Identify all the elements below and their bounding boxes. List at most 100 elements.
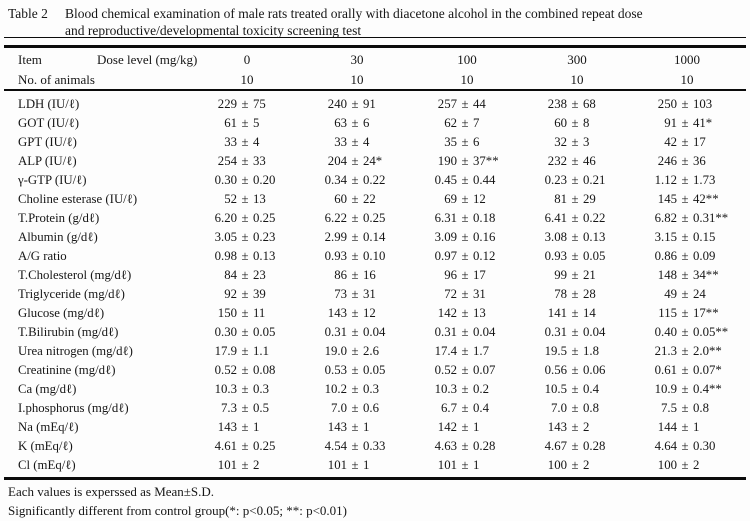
plus-minus-sign: ± (351, 135, 359, 149)
row-item-label: Na (mEq/ℓ) (18, 420, 79, 434)
plus-minus-sign: ± (241, 382, 249, 396)
mean-value: 257 (437, 97, 457, 111)
mean-value: 229 (217, 97, 237, 111)
sd-value: 39 (253, 287, 266, 301)
table-row: T.Protein (g/dℓ) 6.20 ±0.25 6.22 ±0.25 6.31 ±0… (10, 209, 742, 228)
mean-value: 143 (327, 420, 347, 434)
mean-value: 0.86 (654, 249, 677, 263)
plus-minus-sign: ± (241, 344, 249, 358)
sd-value: 2 (583, 458, 590, 472)
mean-value: 10.3 (214, 382, 237, 396)
mean-value: 6.31 (434, 211, 457, 225)
value-cell: 0.52 ±0.08 (192, 363, 302, 378)
plus-minus-sign: ± (571, 287, 579, 301)
mean-value: 101 (327, 458, 347, 472)
sd-value: 0.14 (363, 230, 386, 244)
plus-minus-sign: ± (681, 287, 689, 301)
dose-value: 30 (350, 52, 364, 67)
table-body: LDH (IU/ℓ) 229 ±75 240 ±91 257 ±44 238 ±68 250 ±10… (10, 95, 742, 475)
sd-value: 0.25 (363, 211, 386, 225)
value-cell: 3.15 ±0.15 (632, 230, 742, 245)
plus-minus-sign: ± (461, 401, 469, 415)
footnote-mean-sd: Each values is experssed as Mean±S.D. (8, 484, 215, 499)
sd-value: 29 (583, 192, 596, 206)
value-cell: 21.3 ±2.0** (632, 344, 742, 359)
sd-value: 103 (693, 97, 713, 111)
mean-value: 32 (554, 135, 567, 149)
value-cell: 100 ±2 (522, 458, 632, 473)
plus-minus-sign: ± (241, 211, 249, 225)
animals-count: 10 (240, 72, 254, 87)
sd-value: 0.08 (253, 363, 276, 377)
plus-minus-sign: ± (241, 230, 249, 244)
plus-minus-sign: ± (681, 401, 689, 415)
sd-value: 1 (473, 420, 480, 434)
sd-value: 0.07 (473, 363, 496, 377)
sd-value: 0.13 (583, 230, 606, 244)
plus-minus-sign: ± (461, 249, 469, 263)
mean-value: 141 (547, 306, 567, 320)
plus-minus-sign: ± (351, 230, 359, 244)
table-header: Item Dose level (mg/kg) 0 30 100 300 100… (10, 50, 742, 90)
mean-value: 10.9 (654, 382, 677, 396)
mean-value: 33 (224, 135, 237, 149)
value-cell: 250 ±103 (632, 97, 742, 112)
sd-value: 12 (363, 306, 376, 320)
dose-value: 1000 (674, 52, 700, 67)
sd-value: 0.8 (583, 401, 599, 415)
sd-value: 5 (253, 116, 260, 130)
sd-value: 4 (363, 135, 370, 149)
value-cell: 78 ±28 (522, 287, 632, 302)
header-item-cell: Item Dose level (mg/kg) (10, 52, 197, 68)
row-item-label: Choline esterase (IU/ℓ) (18, 192, 138, 206)
value-cell: 142 ±1 (412, 420, 522, 435)
plus-minus-sign: ± (241, 363, 249, 377)
value-cell: 0.53 ±0.05 (302, 363, 412, 378)
mean-value: 33 (334, 135, 347, 149)
value-cell: 0.31 ±0.04 (302, 325, 412, 340)
mean-value: 0.31 (434, 325, 457, 339)
mean-value: 0.61 (654, 363, 677, 377)
plus-minus-sign: ± (571, 382, 579, 396)
table-row: Albumin (g/dℓ) 3.05 ±0.23 2.99 ±0.14 3.09 ±0.1… (10, 228, 742, 247)
value-cell: 62 ±7 (412, 116, 522, 131)
plus-minus-sign: ± (351, 420, 359, 434)
mean-value: 0.97 (434, 249, 457, 263)
value-cell: 84 ±23 (192, 268, 302, 283)
value-cell: 17.4 ±1.7 (412, 344, 522, 359)
plus-minus-sign: ± (571, 211, 579, 225)
mean-value: 190 (437, 154, 457, 168)
caption-line-2: and reproductive/developmental toxicity … (65, 23, 362, 38)
sd-value: 0.05 (583, 249, 606, 263)
sd-value: 0.05 (363, 363, 386, 377)
plus-minus-sign: ± (461, 154, 469, 168)
row-item-label: A/G ratio (18, 249, 67, 263)
plus-minus-sign: ± (571, 420, 579, 434)
mean-value: 101 (217, 458, 237, 472)
value-cell: 254 ±33 (192, 154, 302, 169)
plus-minus-sign: ± (351, 306, 359, 320)
mean-value: 6.20 (214, 211, 237, 225)
mean-value: 61 (224, 116, 237, 130)
value-cell: 143 ±1 (302, 420, 412, 435)
sd-value: 0.30 (693, 439, 716, 453)
mean-value: 6.22 (324, 211, 347, 225)
plus-minus-sign: ± (571, 344, 579, 358)
sd-value: 0.20 (253, 173, 276, 187)
plus-minus-sign: ± (571, 192, 579, 206)
mean-value: 100 (547, 458, 567, 472)
sd-value: 0.10 (363, 249, 386, 263)
plus-minus-sign: ± (571, 458, 579, 472)
value-cell: 0.31 ±0.04 (522, 325, 632, 340)
plus-minus-sign: ± (571, 154, 579, 168)
table-row: GOT (IU/ℓ) 61 ±5 63 ±6 62 ±7 60 ±8 91 ±41* (10, 114, 742, 133)
sd-value: 2 (583, 420, 590, 434)
value-cell: 148 ±34** (632, 268, 742, 283)
mean-value: 246 (657, 154, 677, 168)
dose-value: 0 (243, 52, 251, 67)
value-cell: 101 ±1 (302, 458, 412, 473)
plus-minus-sign: ± (571, 306, 579, 320)
sd-value: 0.06 (583, 363, 606, 377)
mean-value: 35 (444, 135, 457, 149)
sd-value: 1.1 (253, 344, 269, 358)
